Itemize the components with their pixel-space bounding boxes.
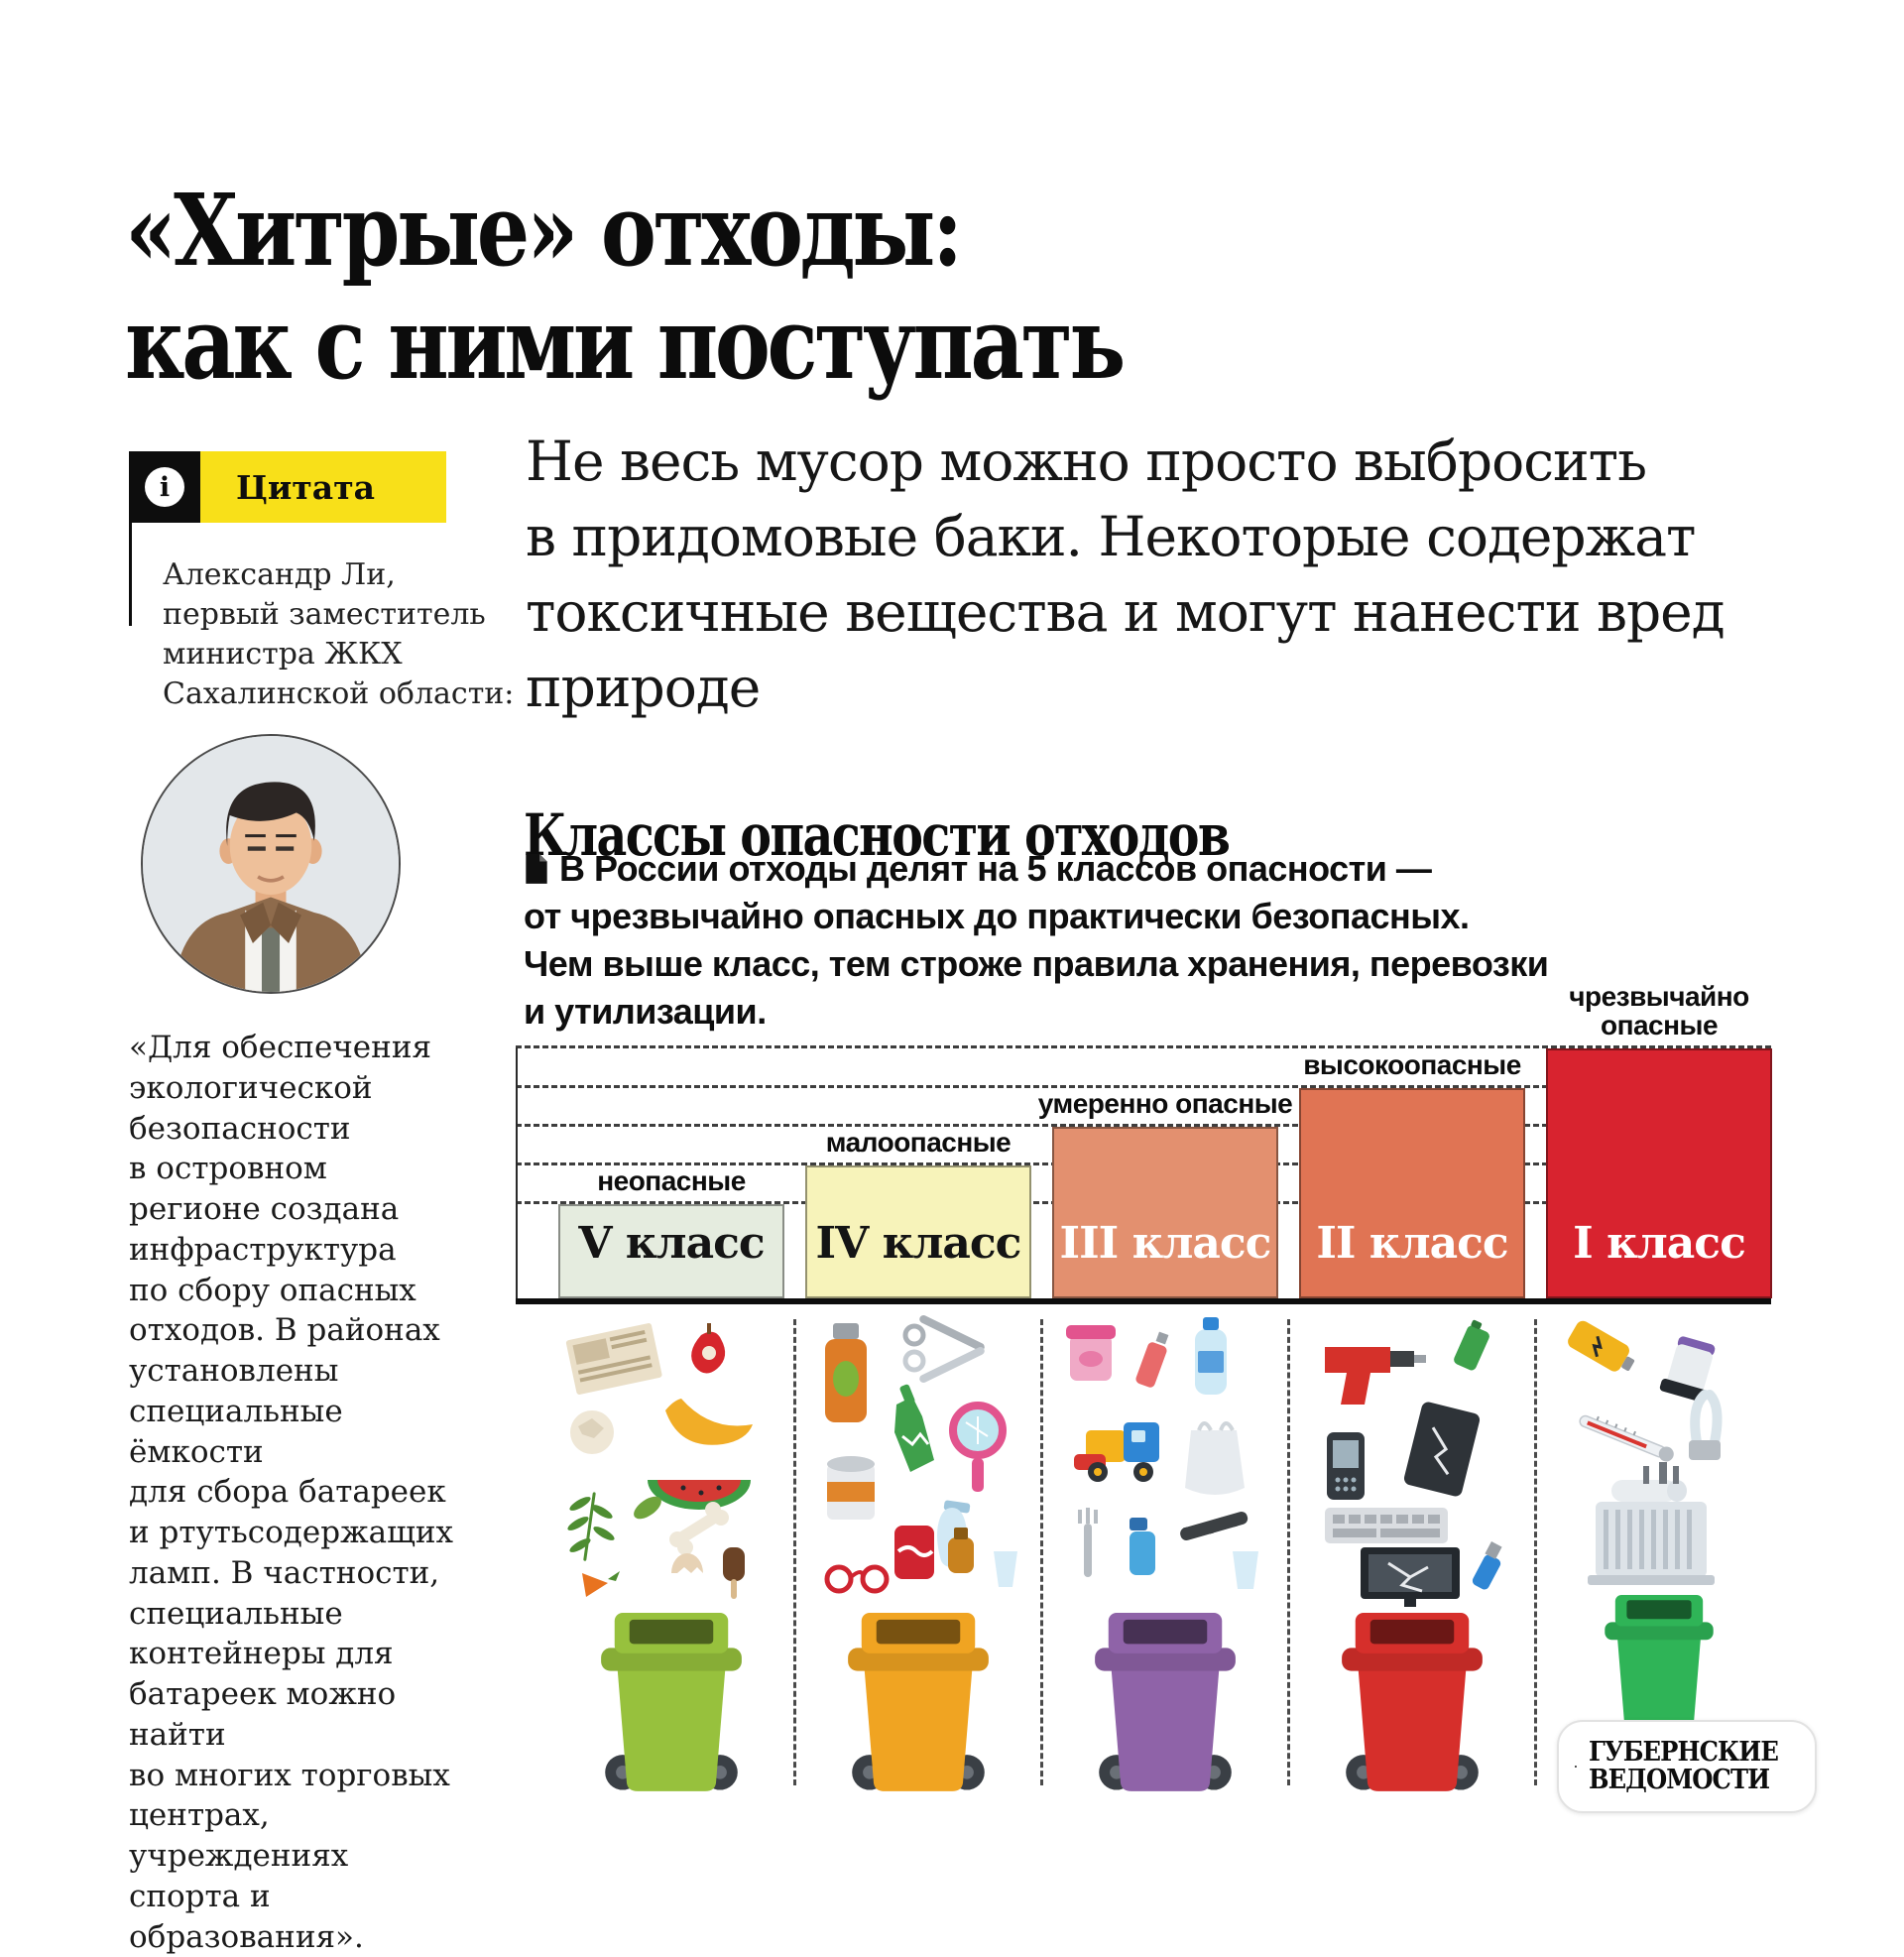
- scissors-icon: [905, 1314, 986, 1385]
- bar-class-v: неопасные V класс: [558, 1166, 784, 1298]
- info-icon: i: [129, 451, 200, 523]
- drill-icon: [1325, 1347, 1426, 1405]
- spray-bottle-icon: [1130, 1518, 1155, 1575]
- bin-class-v: [587, 1613, 756, 1795]
- yellow-battery-icon: [1566, 1318, 1640, 1378]
- crumpled-paper-icon: [570, 1410, 614, 1454]
- waste-items-class-iii: [1046, 1313, 1284, 1611]
- bin-class-ii: [1328, 1613, 1496, 1795]
- page-title: «Хитрые» отходы: как с ними поступать: [125, 174, 1123, 400]
- watermelon-rind-icon: [648, 1480, 751, 1510]
- banana-peel-icon: [665, 1399, 753, 1445]
- quote-author: Александр Ли, первый заместитель министр…: [163, 555, 514, 714]
- waste-items-class-iv: [799, 1313, 1037, 1611]
- cola-can-icon: [894, 1526, 934, 1579]
- mirror-icon: [953, 1406, 1003, 1492]
- waste-items-class-v: [552, 1313, 790, 1611]
- column-separator: [1534, 1319, 1537, 1785]
- water-bottle-icon: [1195, 1317, 1227, 1395]
- bin-class-iv: [834, 1613, 1003, 1795]
- broken-bottle-icon: [894, 1384, 934, 1472]
- bar-top-label: высокоопасные: [1303, 1050, 1521, 1080]
- fork-icon: [1080, 1508, 1096, 1577]
- bar-rect-class-ii: II класс: [1299, 1088, 1525, 1298]
- battery-icon: [1452, 1319, 1490, 1372]
- glasses-icon: [827, 1567, 887, 1591]
- column-separator: [1287, 1319, 1290, 1785]
- ice-cream-icon: [723, 1547, 745, 1599]
- carrot-icon: [582, 1571, 620, 1597]
- bar-rect-class-iv: IV класс: [805, 1165, 1031, 1298]
- bar-top-label: неопасные: [597, 1166, 746, 1196]
- bar-category-label: I класс: [1548, 1218, 1770, 1269]
- bar-class-iv: малоопасные IV класс: [805, 1128, 1031, 1298]
- keyboard-icon: [1325, 1508, 1448, 1543]
- bar-class-ii: высокоопасные II класс: [1299, 1050, 1525, 1298]
- bar-class-iii: умеренно опасные III класс: [1052, 1089, 1278, 1298]
- ship-between-towers-emblem: [1575, 1736, 1577, 1797]
- tin-can-icon: [827, 1456, 875, 1520]
- bar-rect-class-v: V класс: [558, 1204, 784, 1298]
- plastic-bag-icon: [1185, 1423, 1245, 1495]
- publisher-logo-text: ГУБЕРНСКИЕ ВЕДОМОСТИ: [1589, 1739, 1778, 1794]
- bar-rect-class-i: I класс: [1546, 1048, 1772, 1298]
- transformer-icon: [1588, 1462, 1715, 1585]
- newspaper-icon: [565, 1322, 662, 1395]
- fern-leaf-icon: [566, 1492, 617, 1561]
- bin-class-i: [1585, 1595, 1733, 1736]
- eggshell-icon: [671, 1553, 703, 1573]
- portrait-illustration: [143, 736, 399, 992]
- bar-category-label: III класс: [1054, 1218, 1276, 1269]
- document-icon: [524, 853, 549, 885]
- quote-label: Цитата: [200, 451, 446, 523]
- y-axis: [516, 1047, 518, 1298]
- toy-truck-icon: [1074, 1422, 1159, 1482]
- fluorescent-lamp-icon: [1689, 1395, 1721, 1460]
- avatar: [141, 734, 401, 994]
- bar-category-label: V класс: [560, 1218, 782, 1269]
- bar-top-label: малоопасные: [826, 1128, 1012, 1158]
- comb-icon: [1179, 1511, 1250, 1542]
- bin-class-iii: [1081, 1613, 1250, 1795]
- quote-header: i Цитата: [129, 451, 446, 523]
- apple-core-icon: [691, 1323, 725, 1374]
- bar-class-i: чрезвычайно опасные I класс: [1546, 982, 1772, 1298]
- hazard-class-chart: неопасные V класс малоопасные IV класс у…: [516, 1049, 1771, 1304]
- mobile-phone-icon: [1327, 1432, 1365, 1500]
- column-separator: [793, 1319, 796, 1785]
- bar-top-label: умеренно опасные: [1038, 1089, 1292, 1119]
- waste-items-class-i: [1540, 1313, 1778, 1611]
- bone-icon: [669, 1502, 729, 1555]
- bar-rect-class-iii: III класс: [1052, 1127, 1278, 1298]
- plastic-cup-icon: [1233, 1551, 1258, 1589]
- spray-can-icon: [825, 1323, 867, 1422]
- cracked-monitor-icon: [1361, 1547, 1460, 1607]
- infographic-root: { "title": {"text": "«Хитрые» отходы:\nк…: [0, 0, 1904, 1904]
- bar-top-label: чрезвычайно опасные: [1544, 982, 1774, 1040]
- bar-category-label: II класс: [1301, 1218, 1523, 1269]
- thermometer-icon: [1578, 1410, 1677, 1464]
- section-intro-text: В России отходы делят на 5 классов опасн…: [524, 848, 1548, 1032]
- x-axis-baseline: [516, 1298, 1771, 1304]
- bar-category-label: IV класс: [807, 1218, 1029, 1269]
- cup-icon: [994, 1551, 1017, 1587]
- quote-text: «Для обеспечения экологической безопасно…: [129, 1028, 478, 1957]
- lead-paragraph: Не весь мусор можно просто выбросить в п…: [526, 425, 1884, 726]
- quote-rule: [129, 523, 132, 626]
- usb-stick-icon: [1471, 1541, 1502, 1591]
- column-separator: [1040, 1319, 1043, 1785]
- toothpaste-icon: [1134, 1332, 1168, 1390]
- cracked-tablet-icon: [1402, 1401, 1481, 1498]
- waste-items-class-ii: [1293, 1313, 1531, 1611]
- cosmetic-jar-icon: [1066, 1325, 1116, 1381]
- publisher-logo: ГУБЕРНСКИЕ ВЕДОМОСТИ: [1557, 1720, 1817, 1813]
